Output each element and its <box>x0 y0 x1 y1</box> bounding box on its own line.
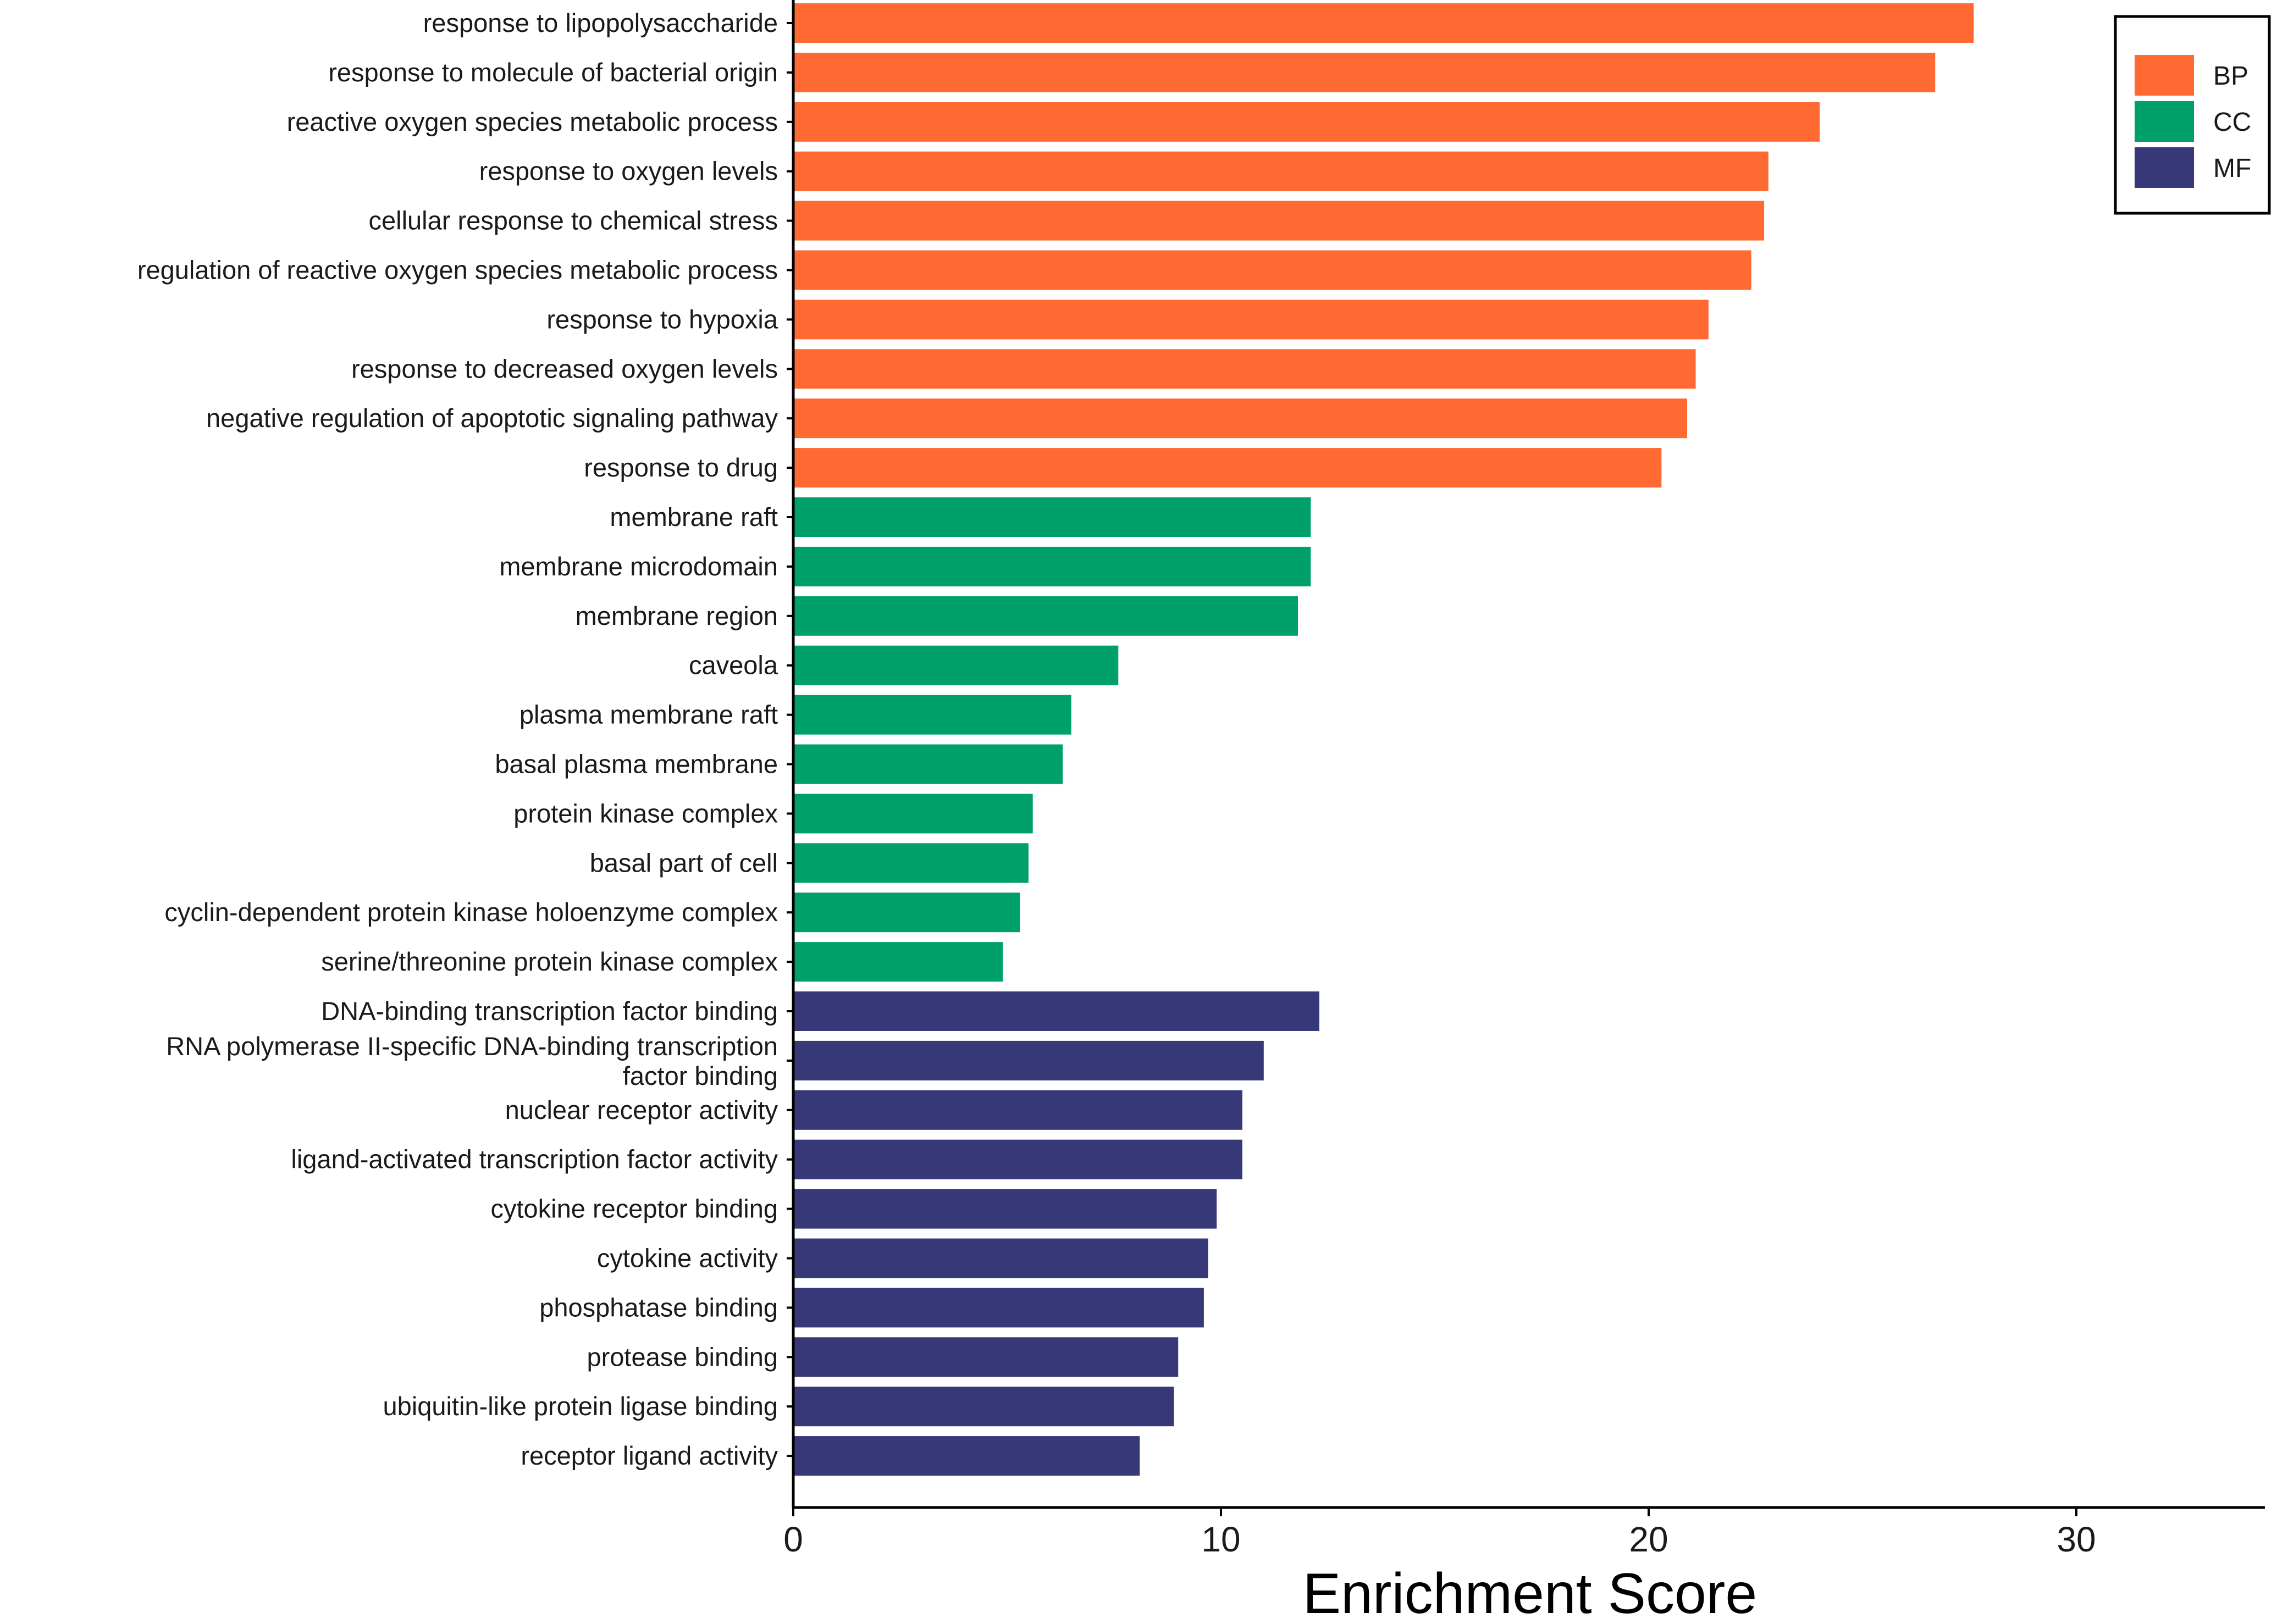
category-label: DNA-binding transcription factor binding <box>321 996 778 1026</box>
category-label: receptor ligand activity <box>521 1441 778 1470</box>
x-tick-label: 0 <box>783 1520 803 1559</box>
bar <box>793 695 1071 735</box>
category-label: basal plasma membrane <box>495 750 778 779</box>
x-tick-label: 10 <box>1201 1520 1240 1559</box>
category-label: membrane raft <box>610 502 778 531</box>
category-label: membrane region <box>576 601 778 630</box>
x-tick-label: 30 <box>2057 1520 2096 1559</box>
category-label: negative regulation of apoptotic signali… <box>206 403 778 433</box>
bar <box>793 1288 1204 1328</box>
bar <box>793 1139 1242 1179</box>
category-label: ubiquitin-like protein ligase binding <box>383 1392 778 1421</box>
bar <box>793 52 1936 92</box>
bar <box>793 3 1974 43</box>
bar <box>793 300 1709 340</box>
bar <box>793 546 1311 586</box>
category-label: nuclear receptor activity <box>505 1095 778 1124</box>
category-label: ligand-activated transcription factor ac… <box>291 1145 778 1174</box>
category-label: plasma membrane raft <box>519 700 778 729</box>
x-tick-label: 20 <box>1629 1520 1668 1559</box>
bars-layer <box>793 3 1974 1476</box>
category-label: serine/threonine protein kinase complex <box>321 947 778 976</box>
bar <box>793 497 1311 537</box>
category-label: cyclin-dependent protein kinase holoenzy… <box>164 897 778 927</box>
category-label: cytokine receptor binding <box>490 1194 778 1223</box>
legend-swatch <box>2135 55 2194 96</box>
bar <box>793 1090 1242 1130</box>
category-label: protein kinase complex <box>513 799 778 828</box>
bar <box>793 942 1003 982</box>
category-label: response to molecule of bacterial origin <box>328 58 778 87</box>
legend-label: CC <box>2213 108 2251 137</box>
category-labels: response to lipopolysaccharide response t… <box>137 8 778 1470</box>
bar <box>793 448 1662 488</box>
bar <box>793 349 1696 389</box>
legend-swatch <box>2135 101 2194 142</box>
bar <box>793 596 1298 636</box>
legend: BP CC MF <box>2114 15 2271 215</box>
bar <box>793 102 1820 142</box>
bar <box>793 1189 1217 1229</box>
category-label: regulation of reactive oxygen species me… <box>137 256 778 285</box>
bar <box>793 1436 1140 1476</box>
bar <box>793 250 1751 290</box>
bar <box>793 1337 1179 1377</box>
legend-label: MF <box>2213 154 2251 183</box>
category-label: response to hypoxia <box>546 304 778 334</box>
bar <box>793 398 1688 439</box>
bar <box>793 1238 1208 1278</box>
category-label: protease binding <box>587 1342 778 1371</box>
category-label: basal part of cell <box>590 848 778 877</box>
x-axis-title: Enrichment Score <box>1303 1562 1758 1624</box>
bar <box>793 151 1768 191</box>
category-label: response to decreased oxygen levels <box>351 354 778 383</box>
legend-label: BP <box>2213 62 2248 91</box>
bar <box>793 744 1063 784</box>
bar <box>793 1040 1264 1080</box>
bar <box>793 794 1033 834</box>
category-label: membrane microdomain <box>499 552 778 581</box>
category-label: caveola <box>689 651 778 680</box>
bar <box>793 201 1765 241</box>
bar <box>793 991 1319 1031</box>
category-label: cytokine activity <box>597 1244 778 1273</box>
category-label: phosphatase binding <box>539 1293 778 1322</box>
bar <box>793 645 1119 685</box>
legend-swatch <box>2135 147 2194 188</box>
category-label: reactive oxygen species metabolic proces… <box>287 107 778 136</box>
category-label: response to drug <box>584 453 778 482</box>
x-axis-ticks: 0 10 20 30 <box>783 1507 2096 1559</box>
bar <box>793 893 1020 933</box>
category-label: RNA polymerase II-specific DNA-binding t… <box>166 1032 778 1090</box>
category-label: response to oxygen levels <box>479 157 778 186</box>
bar <box>793 843 1029 883</box>
category-label: cellular response to chemical stress <box>369 206 778 235</box>
category-label: response to lipopolysaccharide <box>423 8 778 37</box>
bar <box>793 1387 1174 1427</box>
